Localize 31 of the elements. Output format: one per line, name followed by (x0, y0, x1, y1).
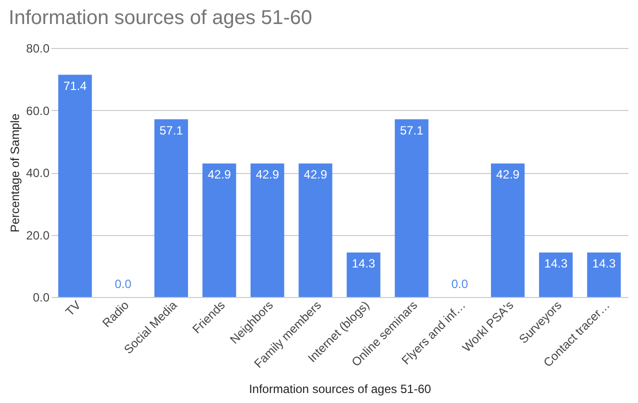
x-axis-title: Information sources of ages 51-60 (248, 382, 432, 396)
x-tick-label: TV (62, 298, 84, 319)
bar (58, 74, 92, 297)
bar (394, 119, 428, 297)
y-tick-label: 40.0 (26, 166, 50, 180)
data-label: 14.3 (544, 256, 568, 270)
data-label: 42.9 (256, 167, 280, 182)
data-label: 57.1 (160, 123, 184, 138)
y-tick-label: 80.0 (26, 42, 50, 56)
data-label: 14.3 (352, 256, 376, 270)
y-tick-label: 20.0 (26, 228, 50, 242)
data-label: 0.0 (451, 277, 468, 291)
chart-title: Information sources of ages 51-60 (8, 7, 312, 29)
data-label: 42.9 (304, 167, 328, 182)
y-tick-label: 0.0 (32, 290, 50, 304)
bar (346, 252, 380, 297)
bar (539, 252, 573, 297)
bar (298, 163, 332, 297)
bar (490, 163, 525, 297)
data-label: 57.1 (400, 123, 424, 138)
y-axis-title: Percentage of Sample (8, 113, 22, 232)
bar (202, 163, 236, 297)
bar (587, 252, 621, 297)
bar (154, 119, 188, 297)
data-label: 14.3 (592, 256, 616, 270)
y-tick-label: 60.0 (26, 104, 50, 118)
data-label: 0.0 (114, 277, 132, 291)
data-label: 42.9 (208, 167, 232, 182)
bar (250, 163, 284, 297)
data-label: 42.9 (496, 167, 520, 182)
data-label: 71.4 (63, 78, 88, 93)
